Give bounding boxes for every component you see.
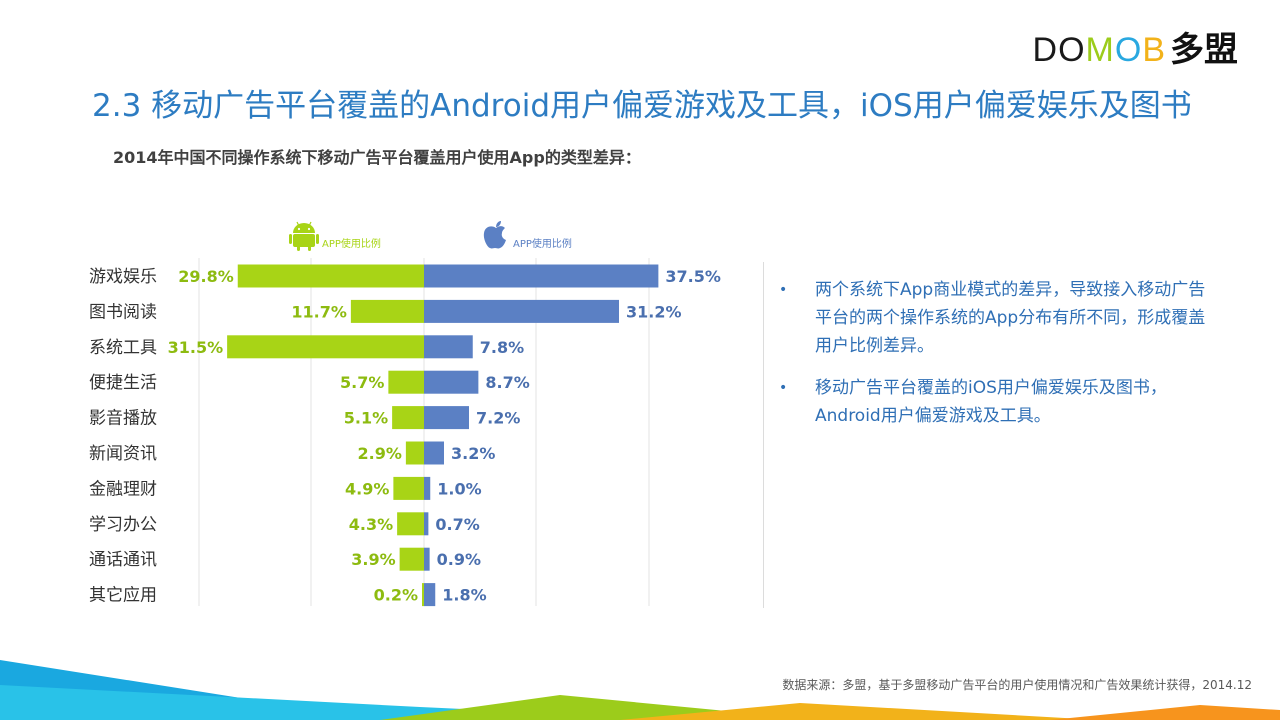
note-text: 两个系统下App商业模式的差异，导致接入移动广告平台的两个操作系统的App分布有… — [815, 280, 1206, 356]
ios-value-label: 8.7% — [485, 373, 529, 392]
ios-value-label: 31.2% — [626, 302, 682, 321]
category-label: 便捷生活 — [89, 373, 157, 393]
android-bar — [397, 512, 424, 536]
notes-list: • 两个系统下App商业模式的差异，导致接入移动广告平台的两个操作系统的App分… — [779, 276, 1219, 444]
android-value-label: 11.7% — [291, 302, 347, 321]
android-bar — [237, 264, 424, 288]
domob-logo: DOMOB 多盟 — [1033, 30, 1238, 70]
ios-value-label: 0.9% — [437, 550, 481, 569]
note-text: 移动广告平台覆盖的iOS用户偏爱娱乐及图书，Android用户偏爱游戏及工具。 — [815, 378, 1167, 426]
bullet-dot-icon: • — [779, 380, 788, 396]
note-item: • 两个系统下App商业模式的差异，导致接入移动广告平台的两个操作系统的App分… — [779, 276, 1219, 360]
ios-value-label: 7.8% — [480, 338, 524, 357]
android-bar — [392, 406, 424, 430]
logo-letter: O — [1114, 31, 1143, 69]
android-bar — [227, 335, 424, 359]
logo-chinese-name: 多盟 — [1170, 31, 1238, 69]
logo-letter: M — [1085, 31, 1115, 69]
ios-bar — [424, 583, 436, 607]
category-label: 游戏娱乐 — [89, 267, 157, 287]
legend-label: APP使用比例 — [322, 237, 381, 250]
category-label: 图书阅读 — [89, 302, 157, 322]
android-bar — [399, 547, 424, 571]
ios-bar — [424, 264, 659, 288]
ios-bar — [424, 476, 431, 500]
android-bar — [405, 441, 424, 465]
category-label: 影音播放 — [89, 409, 157, 429]
note-item: • 移动广告平台覆盖的iOS用户偏爱娱乐及图书，Android用户偏爱游戏及工具… — [779, 374, 1219, 430]
ios-bar — [424, 441, 444, 465]
category-label: 学习办公 — [89, 515, 157, 535]
android-value-label: 5.7% — [340, 373, 384, 392]
ios-value-label: 37.5% — [665, 267, 721, 286]
android-value-label: 0.2% — [374, 586, 418, 605]
logo-letter: B — [1142, 31, 1166, 69]
apple-icon — [483, 221, 506, 249]
ios-bar — [424, 406, 469, 430]
deco-stripe — [620, 703, 1100, 720]
deco-stripe — [1050, 705, 1280, 720]
ios-bar — [424, 512, 429, 536]
android-value-label: 31.5% — [168, 338, 224, 357]
ios-bar — [424, 335, 473, 359]
android-value-label: 2.9% — [358, 444, 402, 463]
android-icon — [289, 221, 319, 251]
data-source-note: 数据来源：多盟，基于多盟移动广告平台的用户使用情况和广告效果统计获得，2014.… — [782, 678, 1252, 692]
ios-value-label: 1.0% — [437, 479, 481, 498]
deco-stripe — [0, 685, 700, 720]
logo-letter: O — [1058, 31, 1086, 69]
logo-letter: D — [1032, 31, 1059, 69]
ios-value-label: 3.2% — [451, 444, 495, 463]
android-value-label: 5.1% — [344, 409, 388, 428]
category-label: 通话通讯 — [89, 550, 157, 570]
bottom-decoration — [0, 660, 1280, 720]
android-value-label: 4.3% — [349, 515, 393, 534]
ios-value-label: 0.7% — [435, 515, 479, 534]
android-bar — [393, 476, 424, 500]
android-value-label: 3.9% — [351, 550, 395, 569]
category-label: 金融理财 — [89, 479, 157, 499]
android-value-label: 29.8% — [178, 267, 234, 286]
category-label: 新闻资讯 — [89, 444, 157, 464]
android-bar — [422, 583, 424, 607]
category-label: 其它应用 — [89, 586, 157, 606]
bullet-dot-icon: • — [779, 282, 788, 298]
ios-value-label: 7.2% — [476, 409, 520, 428]
chart-subtitle: 2014年中国不同操作系统下移动广告平台覆盖用户使用App的类型差异： — [113, 148, 641, 167]
category-label: 系统工具 — [89, 338, 157, 358]
ios-value-label: 1.8% — [442, 586, 486, 605]
ios-bar — [424, 370, 479, 394]
ios-bar — [424, 299, 619, 323]
android-bar — [388, 370, 424, 394]
android-bar — [350, 299, 424, 323]
android-value-label: 4.9% — [345, 479, 389, 498]
legend-label: APP使用比例 — [513, 237, 572, 250]
section-divider — [763, 262, 764, 608]
page-title: 2.3 移动广告平台覆盖的Android用户偏爱游戏及工具，iOS用户偏爱娱乐及… — [92, 88, 1192, 124]
ios-bar — [424, 547, 430, 571]
